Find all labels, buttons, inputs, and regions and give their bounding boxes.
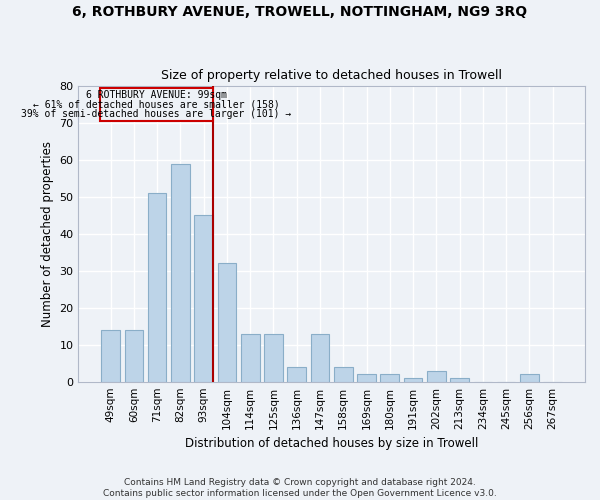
Text: Contains HM Land Registry data © Crown copyright and database right 2024.
Contai: Contains HM Land Registry data © Crown c… [103,478,497,498]
Bar [218,264,236,382]
Bar [287,367,306,382]
Text: 39% of semi-detached houses are larger (101) →: 39% of semi-detached houses are larger (… [22,110,292,120]
Bar [264,334,283,382]
Title: Size of property relative to detached houses in Trowell: Size of property relative to detached ho… [161,69,502,82]
Bar [450,378,469,382]
Y-axis label: Number of detached properties: Number of detached properties [41,141,54,327]
Bar [404,378,422,382]
Bar [380,374,399,382]
Bar [194,216,213,382]
Bar [357,374,376,382]
Bar [125,330,143,382]
Bar [241,334,260,382]
Bar [101,330,120,382]
Bar [171,164,190,382]
Bar [427,370,446,382]
Bar [148,193,166,382]
Text: 6 ROTHBURY AVENUE: 99sqm: 6 ROTHBURY AVENUE: 99sqm [86,90,227,100]
X-axis label: Distribution of detached houses by size in Trowell: Distribution of detached houses by size … [185,437,478,450]
Bar [520,374,539,382]
Text: 6, ROTHBURY AVENUE, TROWELL, NOTTINGHAM, NG9 3RQ: 6, ROTHBURY AVENUE, TROWELL, NOTTINGHAM,… [73,5,527,19]
Bar [334,367,353,382]
Bar [311,334,329,382]
Text: ← 61% of detached houses are smaller (158): ← 61% of detached houses are smaller (15… [33,100,280,110]
FancyBboxPatch shape [100,88,213,121]
